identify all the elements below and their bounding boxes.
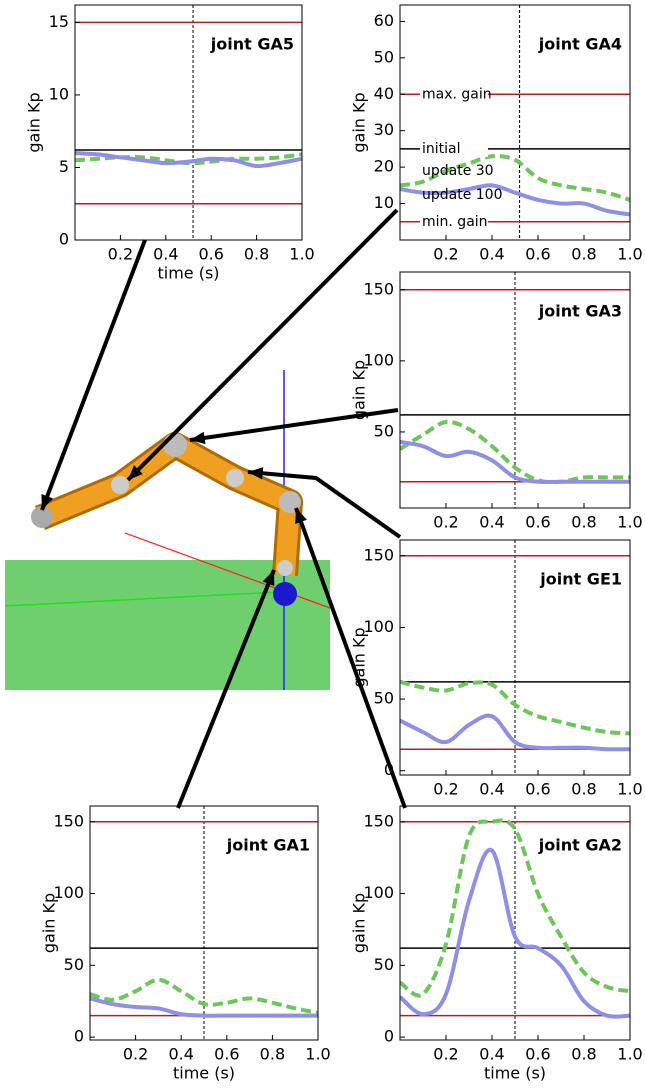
x-tick-label: 1.0 (617, 1045, 642, 1064)
y-tick-label: 0 (384, 760, 394, 779)
ground (5, 560, 330, 690)
x-tick-label: 0.8 (571, 780, 596, 799)
x-tick-label: 0.4 (479, 1045, 504, 1064)
x-tick-label: 0.8 (260, 1045, 285, 1064)
x-tick-label: 0.2 (433, 780, 458, 799)
x-axis-label: time (s) (157, 264, 219, 283)
arrows (41, 210, 405, 808)
x-tick-label: 0.6 (525, 780, 550, 799)
x-axis-label: time (s) (173, 1064, 235, 1083)
x-tick-label: 0.4 (168, 1045, 193, 1064)
y-axis-label: gain Kp (350, 893, 369, 953)
y-tick-label: 50 (374, 955, 394, 974)
y-tick-label: 50 (64, 955, 84, 974)
x-tick-label: 0.4 (479, 245, 504, 264)
y-axis-label: gain Kp (40, 893, 59, 953)
legend-label: update 100 (422, 187, 503, 203)
x-tick-label: 0.6 (525, 245, 550, 264)
x-tick-label: 0.4 (153, 245, 178, 264)
arm (40, 445, 290, 575)
subplot-title: joint GA4 (538, 34, 622, 53)
y-tick-label: 10 (374, 193, 394, 212)
legend-label: update 30 (422, 163, 494, 179)
joint (111, 476, 129, 494)
y-tick-label: 150 (363, 279, 394, 298)
base-sphere (273, 582, 297, 606)
y-tick-label: 50 (374, 421, 394, 440)
figure: 0 5 10 15 0.2 0.4 0.6 0.8 1.0 joint GA5 gain Kp tim… (0, 0, 645, 1089)
subplot-title: joint GE1 (539, 569, 622, 588)
y-tick-label: 50 (374, 689, 394, 708)
line-label: max. gain (422, 86, 492, 102)
subplot: max. gain initial min. gain update 30 update… (350, 5, 643, 264)
y-tick-label: 40 (374, 84, 394, 103)
subplot-title: joint GA2 (538, 835, 622, 854)
x-tick-label: 1.0 (617, 780, 642, 799)
joint (277, 560, 293, 576)
x-tick-label: 0.6 (198, 245, 223, 264)
x-tick-label: 0.2 (433, 245, 458, 264)
subplot-title: joint GA5 (210, 34, 294, 53)
y-axis-label: gain Kp (350, 627, 369, 687)
x-tick-label: 0.8 (244, 245, 269, 264)
x-tick-label: 1.0 (305, 1045, 330, 1064)
x-tick-label: 0.4 (479, 780, 504, 799)
x-tick-label: 0.6 (525, 1045, 550, 1064)
x-tick-label: 1.0 (617, 245, 642, 264)
x-tick-label: 0.2 (108, 245, 133, 264)
subplot-title: joint GA1 (226, 835, 310, 854)
joint (163, 433, 187, 457)
x-tick-label: 0.8 (571, 1045, 596, 1064)
y-tick-label: 15 (49, 12, 69, 31)
x-tick-label: 1.0 (617, 513, 642, 532)
y-tick-label: 150 (363, 811, 394, 830)
subplot-title: joint GA3 (538, 302, 622, 321)
x-axis-label: time (s) (484, 1064, 546, 1083)
y-tick-label: 0 (59, 230, 69, 249)
joint (226, 469, 244, 487)
x-tick-label: 0.8 (571, 513, 596, 532)
robot-scene (5, 370, 330, 690)
y-axis-label: gain Kp (25, 92, 44, 152)
x-tick-label: 0.6 (214, 1045, 239, 1064)
y-tick-label: 10 (49, 84, 69, 103)
y-tick-label: 20 (374, 157, 394, 176)
y-tick-label: 60 (374, 11, 394, 30)
y-tick-label: 150 (53, 811, 84, 830)
y-tick-label: 0 (74, 1027, 84, 1046)
x-tick-label: 0.2 (433, 513, 458, 532)
x-tick-label: 0.2 (433, 1045, 458, 1064)
line-label: min. gain (422, 214, 488, 230)
x-tick-label: 0.8 (571, 245, 596, 264)
x-tick-label: 0.6 (525, 513, 550, 532)
y-tick-label: 5 (59, 157, 69, 176)
x-tick-label: 1.0 (289, 245, 314, 264)
subplot: 0 5 10 15 0.2 0.4 0.6 0.8 1.0 joint GA5 gain Kp tim… (25, 5, 315, 283)
x-tick-label: 0.4 (479, 513, 504, 532)
y-tick-label: 0 (384, 1027, 394, 1046)
line-label: initial (422, 141, 461, 157)
y-tick-label: 50 (374, 47, 394, 66)
y-tick-label: 150 (363, 545, 394, 564)
y-axis-label: gain Kp (350, 92, 369, 152)
x-tick-label: 0.2 (123, 1045, 148, 1064)
y-axis-label: gain Kp (350, 360, 369, 420)
y-tick-label: 30 (374, 120, 394, 139)
